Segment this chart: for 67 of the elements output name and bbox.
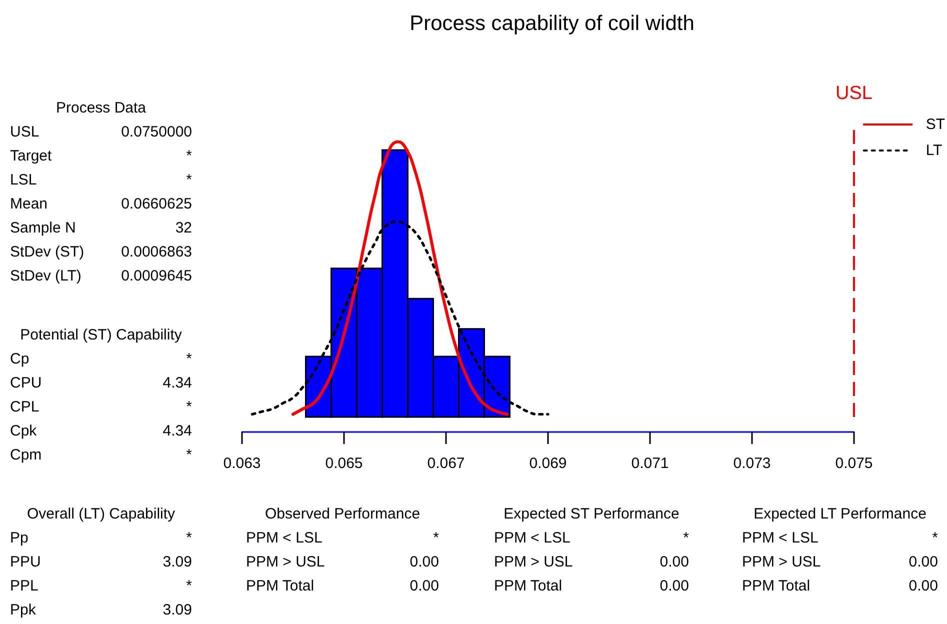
text: CPL	[10, 398, 40, 416]
text: 0.0750000	[121, 124, 192, 140]
text: 0.00	[410, 554, 439, 570]
text: Mean	[10, 196, 48, 212]
text: PPM < LSL	[742, 530, 818, 546]
text: PPU	[10, 554, 41, 570]
text: Potential (ST) Capability	[20, 326, 182, 344]
x-tick-label: 0.071	[631, 455, 669, 472]
text: 0.0009645	[121, 268, 192, 284]
x-tick-label: 0.067	[427, 455, 465, 472]
x-tick-label: 0.063	[223, 455, 261, 472]
text: Cp	[10, 350, 30, 368]
text: *	[186, 578, 192, 594]
text: PPL	[10, 578, 38, 594]
text: 4.34	[162, 422, 192, 440]
text: 0.00	[908, 554, 938, 570]
text: Observed Performance	[264, 506, 420, 522]
text: USL	[10, 124, 40, 140]
x-tick-label: 0.069	[529, 455, 567, 472]
text: Ppk	[10, 602, 36, 618]
text: 3.09	[162, 554, 192, 570]
text: Pp	[10, 530, 28, 546]
text: PPM > USL	[742, 554, 821, 570]
ref-line-label: USL	[836, 83, 872, 104]
text: *	[186, 398, 192, 416]
text: *	[433, 530, 440, 546]
text: 3.09	[162, 602, 192, 618]
text: 0.00	[660, 554, 689, 570]
text: *	[186, 172, 192, 188]
chart-title: Process capability of coil width	[410, 12, 694, 35]
text: 0.00	[908, 578, 938, 594]
text: *	[186, 446, 192, 464]
text: PPM Total	[494, 578, 562, 594]
text: LSL	[10, 172, 37, 188]
text: Cpk	[10, 422, 38, 440]
text: PPM Total	[246, 578, 314, 594]
x-tick-label: 0.065	[325, 455, 363, 472]
text: 0.0006863	[121, 244, 192, 260]
text: PPM Total	[742, 578, 810, 594]
text: PPM > USL	[246, 554, 325, 570]
text: PPM > USL	[494, 554, 573, 570]
legend-label: ST	[926, 116, 946, 133]
legend-label: LT	[926, 142, 942, 159]
text: *	[186, 530, 192, 546]
text: Target	[10, 148, 53, 164]
text: Sample N	[10, 220, 76, 236]
text: 0.00	[660, 578, 689, 594]
text: PPM < LSL	[246, 530, 322, 546]
text: Overall (LT) Capability	[26, 506, 176, 522]
text: *	[186, 350, 192, 368]
text: *	[932, 530, 938, 546]
x-tick-label: 0.075	[835, 455, 873, 472]
text: StDev (LT)	[10, 268, 82, 284]
x-tick-label: 0.073	[733, 455, 771, 472]
text: Expected LT Performance	[754, 506, 926, 522]
text: Cpm	[10, 446, 42, 464]
text: *	[683, 530, 690, 546]
text: PPM < LSL	[494, 530, 570, 546]
text: 32	[175, 220, 192, 236]
text: CPU	[10, 374, 42, 392]
text: StDev (ST)	[10, 244, 84, 260]
text: 0.0660625	[121, 196, 192, 212]
text: 0.00	[410, 578, 439, 594]
text: *	[186, 148, 192, 164]
text: Process Data	[56, 100, 147, 116]
text: 4.34	[162, 374, 192, 392]
text: Expected ST Performance	[504, 506, 680, 522]
